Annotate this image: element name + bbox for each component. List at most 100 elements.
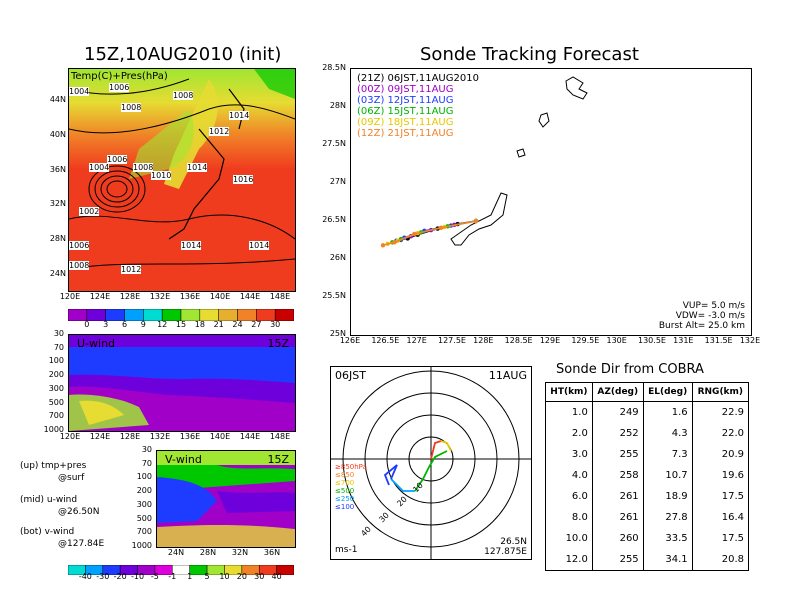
x-tick-label: 144E [239,292,261,301]
colorbar-tick-label: -30 [96,572,110,581]
y-tick-label: 30 [141,445,152,454]
colorbar-tick-label: 1 [187,572,193,581]
note-bot-level: @127.84E [58,539,105,549]
table-cell: 261 [591,486,644,507]
note-mid-level: @26.50N [58,507,100,517]
y-tick-label: 70 [141,458,152,468]
table-cell: 4.3 [642,423,693,444]
y-tick-label: 500 [48,397,64,407]
table-row: 8.0 261 27.8 16.4 [545,507,750,528]
pressure-legend-item: ≤100 [335,503,355,511]
track-legend: (21Z) 06JST,11AUG2010 (00Z) 09JST,11AUG (0… [357,73,479,139]
table-cell: 3.0 [545,444,593,465]
y-tick-label: 300 [136,499,152,509]
track-legend-item: (21Z) 06JST,11AUG2010 [357,73,479,84]
isobar-label: 1016 [233,175,254,184]
table-cell: 17.5 [691,528,750,549]
u-wind-fill [69,335,295,431]
table-cell: 34.1 [642,549,693,571]
colorbar-tick-label: -10 [130,572,145,581]
table-cell: 1.6 [642,401,693,423]
table-cell: 10.7 [642,465,693,486]
y-tick-label: 500 [136,513,152,523]
x-tick-label: 129.5E [571,336,600,345]
table-cell: 17.5 [691,486,750,507]
colorbar-tick-label: 30 [270,320,281,329]
y-tick-label: 30 [53,329,64,338]
table-cell: 12.0 [545,549,593,571]
v-wind-label: V-wind [165,453,202,466]
pressure-legend-item: ≤700 [335,479,355,487]
y-tick-label: 28.5N [322,63,346,72]
y-tick-label: 40N [49,129,66,139]
x-tick-label: 127.5E [438,336,466,345]
polar-unit: ms-1 [335,545,358,555]
pressure-legend-item: ≥850hPa [335,463,367,471]
colorbar-tick-label: 21 [213,320,224,329]
colorbar-tick-label: -5 [150,572,159,581]
colorbar-tick-label: 6 [121,320,128,329]
colorbar-tick-label: 5 [204,572,210,581]
x-tick-label: 136E [179,432,201,441]
isobar-label: 1006 [109,83,130,92]
y-tick-label: 300 [48,383,64,393]
x-tick-label: 132E [739,336,761,345]
track-point [473,218,479,224]
colorbar-tick-label: 40 [271,572,282,581]
table-cell: 252 [591,423,644,444]
polar-date: 11AUG [488,369,527,382]
y-tick-label: 28N [49,234,66,244]
table-cell: 6.0 [545,486,593,507]
polar-time: 06JST [335,369,366,382]
y-tick-label: 24N [49,269,66,278]
isobar-label: 1014 [187,163,208,172]
x-tick-label: 128.5E [504,336,533,345]
table-row: 12.0 255 34.1 20.8 [545,549,750,571]
table-cell: 19.6 [691,465,750,486]
table-cell: 260 [591,528,644,549]
map-background [69,69,295,291]
table-cell: 22.9 [691,401,750,423]
y-tick-label: 26N [329,253,346,262]
note-mid: (mid) u-wind [20,495,78,505]
x-tick-label: 148E [269,292,291,301]
x-tick-label: 136E [179,292,201,301]
track-legend-item: (06Z) 15JST,11AUG [357,106,454,117]
y-tick-label: 27N [329,177,346,186]
pressure-legend-item: ≤850 [335,471,355,479]
isobar-label: 1004 [69,87,90,96]
pressure-legend: ≥850hPa ≤850 ≤700 ≤500 ≤250 ≤100 [335,463,367,511]
colorbar-tick-label: 20 [236,572,247,581]
table-cell: 27.8 [642,507,693,528]
polar-lat: 26.5N [500,537,527,547]
y-tick-label: 700 [48,411,64,421]
table-row: 2.0 252 4.3 22.0 [545,423,750,444]
x-tick-label: 128E [473,336,494,345]
y-tick-label: 25N [329,329,346,338]
colorbar-tick-label: 3 [103,320,109,329]
track-legend-item: (00Z) 09JST,11AUG [357,84,454,95]
table-header: EL(deg) [642,382,693,402]
isobar-label: 1004 [89,163,110,172]
isobar-label: 1006 [107,155,128,164]
colorbar-swatches [67,308,295,322]
right-title: Sonde Tracking Forecast [420,44,639,65]
table-header: RNG(km) [691,382,750,402]
isobar-label: 1014 [181,241,202,250]
vdw-text: VDW= -3.0 m/s [675,311,745,321]
isobar-label: 1008 [121,103,142,112]
track-line [382,220,477,247]
x-tick-label: 32N [231,548,249,557]
x-tick-label: 130.5E [638,336,666,345]
track-point [380,243,386,248]
colorbar-tick-label: 18 [194,320,205,329]
coastline [450,76,588,246]
x-tick-label: 131E [673,336,694,345]
x-tick-label: 127E [406,336,427,345]
isobar-label: 1012 [121,265,142,274]
colorbar-tick-label: 12 [157,320,168,329]
table-row: 6.0 261 18.9 17.5 [545,486,750,507]
x-tick-label: 129E [539,336,561,345]
x-tick-label: 130E [606,336,627,345]
polar-lon: 127.875E [484,547,527,557]
